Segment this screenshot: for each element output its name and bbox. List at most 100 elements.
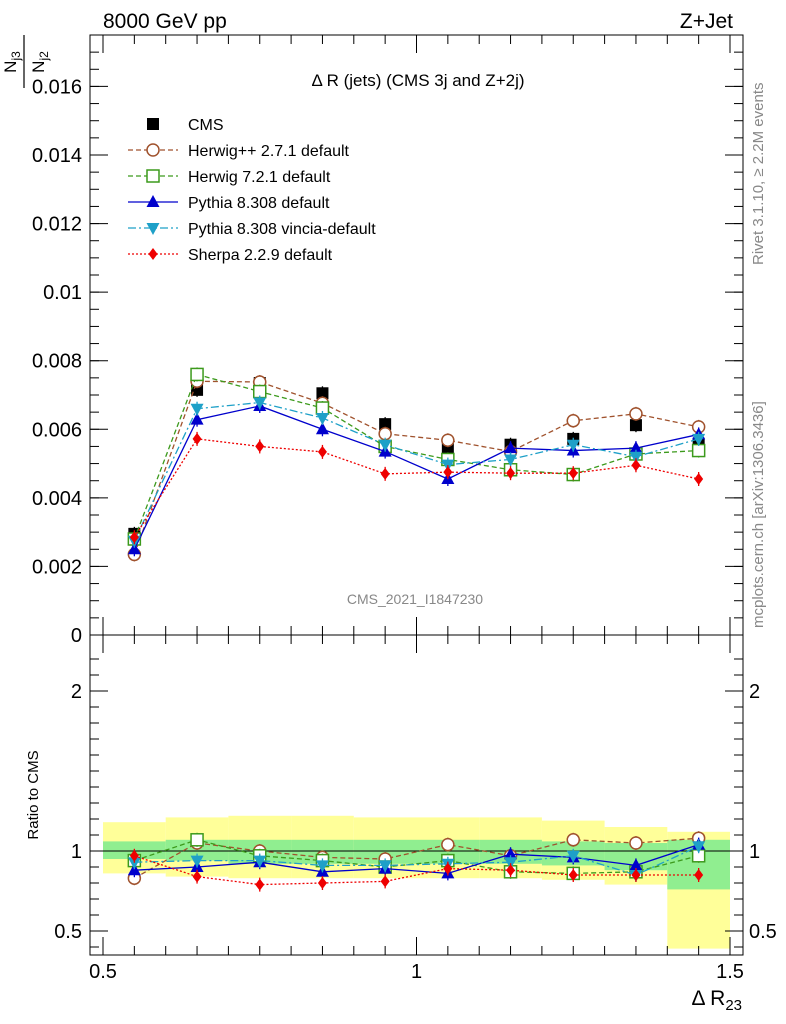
cms-point bbox=[629, 419, 642, 432]
legend-label-cms: CMS bbox=[188, 117, 224, 134]
pythia-8-308-vincia-default-point bbox=[378, 439, 392, 452]
ratio-y-tick-label: 0.5 bbox=[54, 921, 82, 943]
legend-item-pythia-8-308-vincia-default: Pythia 8.308 vincia-default bbox=[128, 221, 376, 238]
header-energy-label: 8000 GeV pp bbox=[103, 10, 227, 33]
herwig-2-7-1-default-point bbox=[566, 833, 580, 847]
x-tick-label: 0.5 bbox=[89, 961, 117, 983]
main-y-tick-label: 0.002 bbox=[32, 556, 82, 578]
pythia-8-308-vincia-default-point bbox=[253, 855, 267, 868]
legend-item-cms: CMS bbox=[147, 117, 224, 134]
sherpa-2-2-9-default-point bbox=[694, 473, 704, 485]
pythia-8-308-default-point bbox=[190, 412, 204, 425]
main-y-tick-label: 0.012 bbox=[32, 214, 82, 236]
series-sherpa-2-2-9-default bbox=[129, 431, 704, 545]
sherpa-2-2-9-default-point bbox=[380, 467, 390, 480]
herwig-7-2-1-default-line bbox=[133, 373, 699, 540]
pythia-8-308-vincia-default-point bbox=[504, 454, 518, 467]
cms-point bbox=[316, 387, 329, 400]
sherpa-2-2-9-default-point bbox=[192, 870, 202, 883]
ratio-series-layer bbox=[127, 831, 706, 892]
x-tick-label: 1.5 bbox=[716, 961, 744, 983]
series-cms bbox=[128, 376, 705, 541]
pythia-8-308-vincia-default-point bbox=[127, 857, 141, 870]
series-sherpa-2-2-9-default bbox=[129, 848, 704, 892]
pythia-8-308-default-line bbox=[133, 405, 699, 550]
x-axis: 0.5 1 1.5 bbox=[89, 35, 744, 983]
legend-item-herwig-7-2-1-default: Herwig 7.2.1 default bbox=[128, 169, 331, 186]
legend-herwig-7-2-1-default-point bbox=[146, 169, 160, 183]
series-herwig-2-7-1-default bbox=[127, 374, 706, 562]
pythia-8-308-default-point bbox=[629, 441, 643, 454]
legend-label-herwig-7-2-1-default: Herwig 7.2.1 default bbox=[188, 169, 331, 186]
sherpa-2-2-9-default-point bbox=[631, 459, 641, 472]
herwig-2-7-1-default-point bbox=[441, 837, 455, 852]
sherpa-2-2-9-default-point bbox=[443, 862, 453, 875]
herwig-7-2-1-default-line bbox=[134, 839, 699, 875]
legend-label-pythia-8-308-vincia-default: Pythia 8.308 vincia-default bbox=[188, 221, 376, 238]
main-y-tick-label: 0.004 bbox=[32, 488, 82, 510]
header-process-label: Z+Jet bbox=[680, 10, 733, 33]
main-y-tick-label: 0.016 bbox=[32, 76, 82, 98]
pythia-8-308-default-point bbox=[504, 441, 518, 454]
pythia-8-308-vincia-default-point bbox=[566, 850, 580, 863]
pythia-8-308-vincia-default-point bbox=[692, 841, 706, 854]
sherpa-2-2-9-default-point bbox=[129, 531, 139, 544]
legend-label-sherpa-2-2-9-default: Sherpa 2.2.9 default bbox=[188, 247, 333, 264]
svg-text:Nj3: Nj3 bbox=[1, 51, 23, 73]
pythia-8-308-vincia-default-point bbox=[190, 855, 204, 868]
sherpa-2-2-9-default-point bbox=[255, 878, 265, 891]
sherpa-2-2-9-default-point bbox=[380, 875, 390, 888]
sherpa-2-2-9-default-point bbox=[568, 467, 578, 480]
pythia-8-308-vincia-default-point bbox=[315, 860, 329, 873]
x-tick-label: 1 bbox=[411, 961, 422, 983]
sherpa-2-2-9-default-point bbox=[317, 445, 327, 458]
legend-item-sherpa-2-2-9-default: Sherpa 2.2.9 default bbox=[128, 247, 333, 264]
ratio-y-tick-label: 2 bbox=[71, 681, 82, 703]
herwig-2-7-1-default-point bbox=[566, 413, 580, 428]
pythia-8-308-vincia-default-point bbox=[692, 433, 706, 446]
ratio-y-tick-label: 1 bbox=[71, 841, 82, 863]
pythia-8-308-default-point bbox=[629, 858, 643, 871]
ratio-y-tick-label-right: 0.5 bbox=[749, 921, 777, 943]
legend-sherpa-2-2-9-default-point bbox=[148, 248, 158, 260]
series-herwig-7-2-1-default bbox=[127, 367, 706, 546]
legend-label-herwig-2-7-1-default: Herwig++ 2.7.1 default bbox=[188, 143, 350, 160]
pythia-8-308-default-point bbox=[504, 847, 518, 860]
pythia-8-308-default-point bbox=[315, 422, 329, 435]
sherpa-2-2-9-default-line bbox=[133, 438, 699, 538]
legend: CMS Herwig++ 2.7.1 default Herwig 7.2.1 de… bbox=[128, 117, 376, 264]
sherpa-2-2-9-default-point bbox=[506, 864, 516, 877]
ratio-y-tick-label-right: 1 bbox=[749, 841, 760, 863]
main-y-tick-label: 0.01 bbox=[43, 282, 82, 304]
main-y-tick-label: 0 bbox=[71, 625, 82, 647]
main-y-tick-label: 0.014 bbox=[32, 145, 82, 167]
sherpa-2-2-9-default-point bbox=[192, 432, 202, 445]
herwig-7-2-1-default-point bbox=[691, 443, 706, 458]
legend-label-pythia-8-308-default: Pythia 8.308 default bbox=[188, 195, 330, 212]
ratio-y-axis-label: Ratio to CMS bbox=[25, 750, 42, 839]
mcplots-reference-label: mcplots.cern.ch [arXiv:1306.3436] bbox=[750, 401, 767, 628]
herwig-2-7-1-default-point bbox=[441, 433, 455, 448]
main-series-layer bbox=[127, 367, 706, 562]
x-axis-label: Δ R23 bbox=[691, 987, 742, 1014]
legend-pythia-8-308-vincia-default-point bbox=[146, 223, 160, 235]
analysis-watermark: CMS_2021_I1847230 bbox=[347, 591, 483, 607]
main-y-axis: 0 0.002 0.004 0.006 0.008 0.01 0.012 0.014 0.016 bbox=[32, 51, 743, 647]
pythia-8-308-vincia-default-line bbox=[133, 401, 699, 541]
pythia-8-308-default-point bbox=[127, 542, 141, 555]
pythia-8-308-vincia-default-point bbox=[315, 412, 329, 425]
rivet-version-label: Rivet 3.1.10, ≥ 2.2M events bbox=[750, 83, 767, 266]
legend-item-herwig-2-7-1-default: Herwig++ 2.7.1 default bbox=[128, 143, 350, 160]
herwig-7-2-1-default-point bbox=[190, 367, 204, 382]
pythia-8-308-vincia-default-point bbox=[629, 451, 643, 464]
series-pythia-8-308-vincia-default bbox=[127, 839, 706, 882]
sherpa-2-2-9-default-point bbox=[255, 440, 265, 453]
herwig-2-7-1-default-line bbox=[134, 837, 699, 879]
svg-text:Nj2: Nj2 bbox=[29, 51, 51, 73]
pythia-8-308-default-line bbox=[134, 843, 699, 875]
series-pythia-8-308-vincia-default bbox=[127, 395, 706, 548]
pythia-8-308-vincia-default-point bbox=[378, 860, 392, 873]
sherpa-2-2-9-default-point bbox=[129, 849, 139, 862]
sherpa-2-2-9-default-point bbox=[317, 877, 327, 889]
